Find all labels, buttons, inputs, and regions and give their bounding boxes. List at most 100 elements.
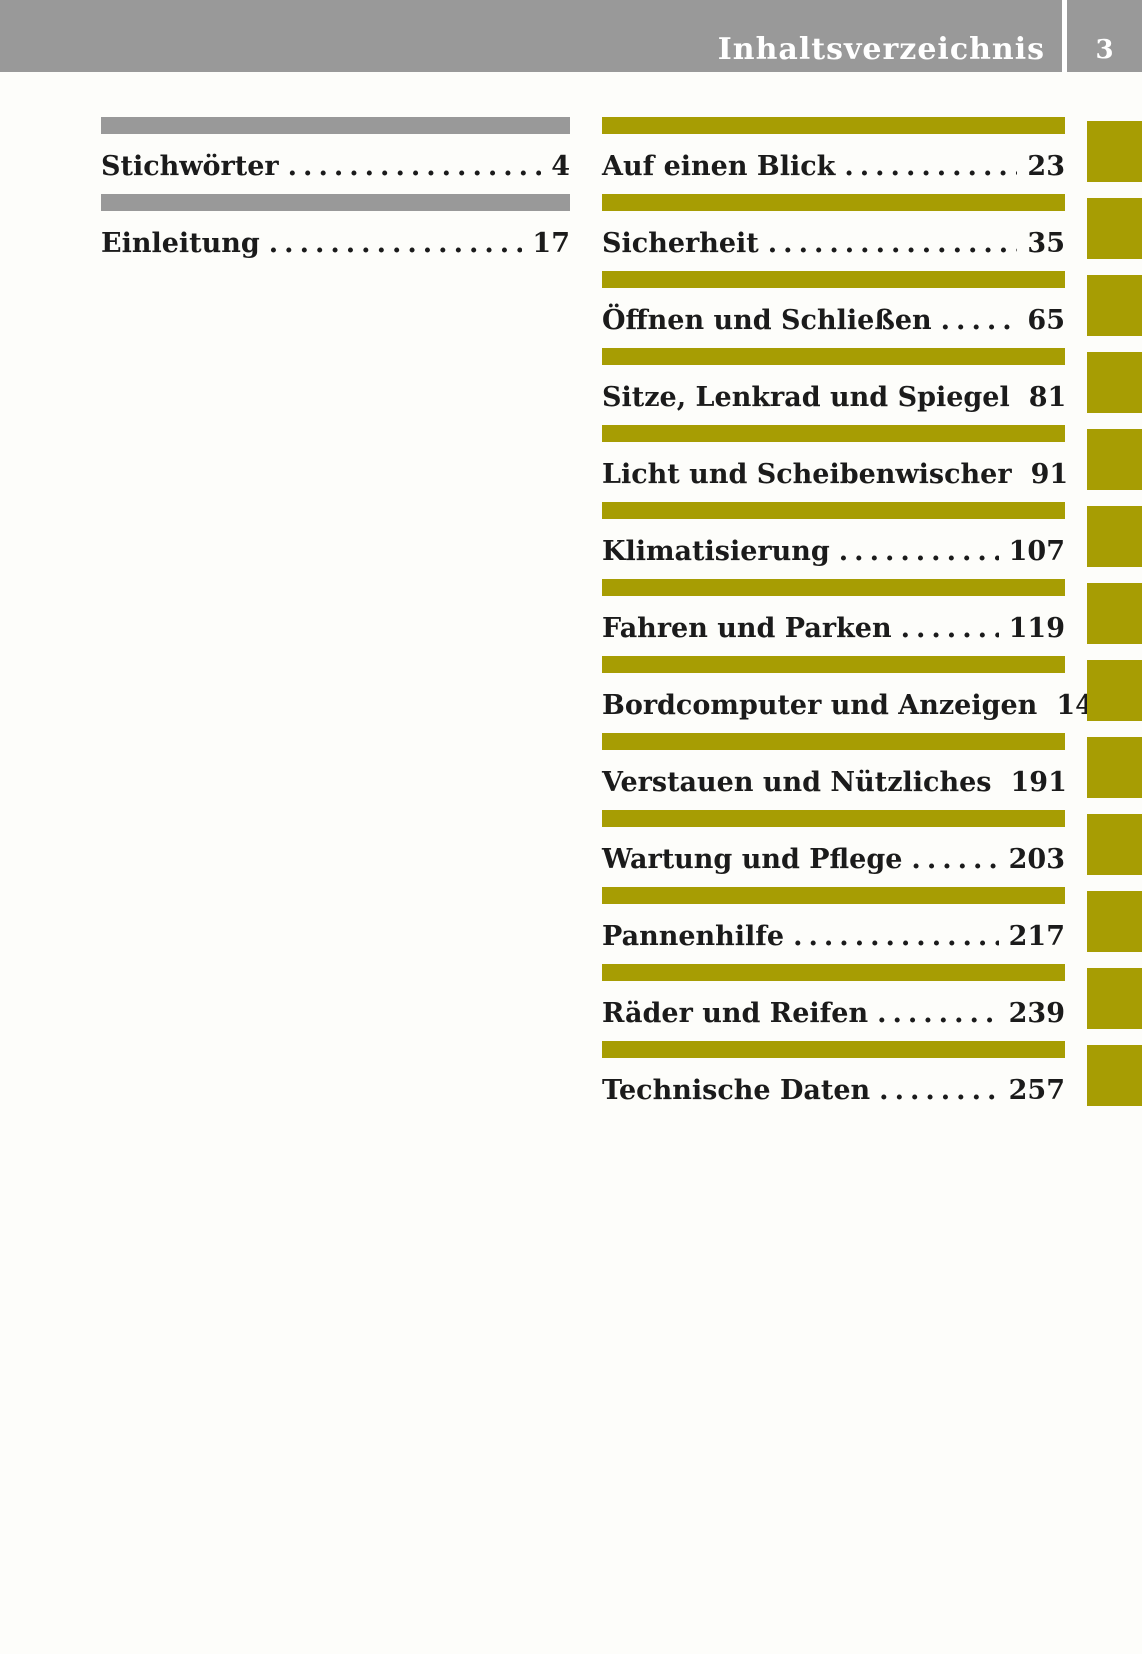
toc-entry-label: Räder und Reifen <box>602 998 869 1029</box>
section-bar <box>101 117 570 134</box>
toc-entry-page: 107 <box>1008 536 1065 567</box>
toc-entry: Technische Daten .......................… <box>602 1077 1065 1105</box>
dot-leader: ........................................… <box>879 1077 999 1105</box>
toc-entry-label: Wartung und Pflege <box>602 844 903 875</box>
toc-entry: Einleitung .............................… <box>101 230 570 258</box>
toc-entry-label: Klimatisierung <box>602 536 830 567</box>
toc-section: Bordcomputer und Anzeigen ..............… <box>602 656 1113 721</box>
toc-left-column: Stichwörter ............................… <box>101 0 570 1654</box>
toc-section: Wartung und Pflege .....................… <box>602 810 1065 874</box>
toc-entry-label: Verstauen und Nützliches <box>602 767 992 798</box>
toc-section: Licht und Scheibenwischer ..............… <box>602 425 1068 490</box>
toc-section: Pannenhilfe ............................… <box>602 887 1065 951</box>
dot-leader: ........................................… <box>268 230 523 258</box>
toc-entry-page: 239 <box>1008 998 1065 1029</box>
dot-leader: ........................................… <box>844 153 1017 181</box>
dot-leader: ........................................… <box>793 923 999 951</box>
toc-entry-label: Einleitung <box>101 228 260 259</box>
toc-entry-label: Pannenhilfe <box>602 921 785 952</box>
toc-entry: Klimatisierung .........................… <box>602 538 1065 566</box>
toc-entry-page: 191 <box>1010 767 1067 798</box>
toc-entry: Bordcomputer und Anzeigen ..............… <box>602 690 1113 721</box>
section-tab-marker <box>1087 737 1142 798</box>
section-bar <box>602 887 1065 904</box>
dot-leader: ........................................… <box>877 1000 999 1028</box>
toc-entry: Fahren und Parken ......................… <box>602 615 1065 643</box>
toc-entry: Stichwörter ............................… <box>101 153 570 181</box>
section-bar <box>602 964 1065 981</box>
toc-section: Stichwörter ............................… <box>101 117 570 181</box>
toc-entry: Licht und Scheibenwischer ..............… <box>602 459 1068 490</box>
section-tab-marker <box>1087 814 1142 875</box>
toc-right-column: Auf einen Blick ........................… <box>602 0 1113 1654</box>
toc-entry-label: Bordcomputer und Anzeigen <box>602 690 1038 721</box>
toc-section: Technische Daten .......................… <box>602 1041 1065 1105</box>
section-tab-marker <box>1087 352 1142 413</box>
toc-entry-page: 35 <box>1027 228 1065 259</box>
toc-entry: Wartung und Pflege .....................… <box>602 846 1065 874</box>
toc-entry-page: 257 <box>1008 1075 1065 1106</box>
toc-section: Sitze, Lenkrad und Spiegel .............… <box>602 348 1067 413</box>
header-divider <box>1062 0 1067 72</box>
toc-section: Klimatisierung .........................… <box>602 502 1065 566</box>
toc-entry-page: 17 <box>532 228 570 259</box>
toc-entry-label: Öffnen und Schließen <box>602 305 932 336</box>
toc-entry: Sicherheit .............................… <box>602 230 1065 258</box>
dot-leader: ........................................… <box>940 307 1018 335</box>
section-bar <box>602 810 1065 827</box>
section-bar <box>602 348 1065 365</box>
toc-entry-page: 91 <box>1030 459 1069 490</box>
section-tab-marker <box>1087 506 1142 567</box>
toc-section: Räder und Reifen .......................… <box>602 964 1065 1028</box>
toc-entry: Räder und Reifen .......................… <box>602 1000 1065 1028</box>
section-bar <box>602 271 1065 288</box>
section-tab-rail <box>1087 0 1142 1654</box>
toc-entry-page: 4 <box>551 151 570 182</box>
toc-entry-label: Licht und Scheibenwischer <box>602 459 1012 490</box>
section-bar <box>602 425 1065 442</box>
section-bar <box>602 656 1065 673</box>
header-page-number: 3 <box>1095 35 1114 65</box>
section-bar <box>602 194 1065 211</box>
toc-section: Verstauen und Nützliches ...............… <box>602 733 1067 798</box>
section-bar <box>101 194 570 211</box>
toc-entry-page: 217 <box>1008 921 1065 952</box>
toc-entry-page: 81 <box>1028 382 1067 413</box>
toc-entry-page: 203 <box>1008 844 1065 875</box>
toc-section: Auf einen Blick ........................… <box>602 117 1065 181</box>
section-tab-marker <box>1087 275 1142 336</box>
toc-entry-label: Fahren und Parken <box>602 613 892 644</box>
toc-entry-page: 23 <box>1027 151 1065 182</box>
section-tab-marker <box>1087 968 1142 1029</box>
section-tab-marker <box>1087 198 1142 259</box>
toc-entry-label: Stichwörter <box>101 151 279 182</box>
toc-entry-page: 119 <box>1008 613 1065 644</box>
section-tab-marker <box>1087 660 1142 721</box>
section-bar <box>602 579 1065 596</box>
toc-entry-label: Sicherheit <box>602 228 759 259</box>
section-tab-marker <box>1087 583 1142 644</box>
section-tab-marker <box>1087 891 1142 952</box>
dot-leader: ........................................… <box>900 615 999 643</box>
toc-entry: Öffnen und Schließen ...................… <box>602 307 1065 335</box>
toc-entry-label: Technische Daten <box>602 1075 871 1106</box>
dot-leader: ........................................… <box>287 153 542 181</box>
toc-section: Sicherheit .............................… <box>602 194 1065 258</box>
page-header: Inhaltsverzeichnis 3 <box>0 0 1142 72</box>
section-tab-marker <box>1087 429 1142 490</box>
toc-entry: Pannenhilfe ............................… <box>602 923 1065 951</box>
toc-section: Fahren und Parken ......................… <box>602 579 1065 643</box>
toc-section: Einleitung .............................… <box>101 194 570 258</box>
toc-entry: Verstauen und Nützliches ...............… <box>602 767 1067 798</box>
toc-entry-label: Sitze, Lenkrad und Spiegel <box>602 382 1010 413</box>
dot-leader: ........................................… <box>911 846 998 874</box>
page-title: Inhaltsverzeichnis <box>717 32 1045 67</box>
dot-leader: ........................................… <box>767 230 1018 258</box>
toc-entry-page: 65 <box>1027 305 1065 336</box>
section-bar <box>602 733 1065 750</box>
toc-entry: Sitze, Lenkrad und Spiegel .............… <box>602 382 1067 413</box>
section-tab-marker <box>1087 121 1142 182</box>
toc-entry: Auf einen Blick ........................… <box>602 153 1065 181</box>
section-bar <box>602 117 1065 134</box>
